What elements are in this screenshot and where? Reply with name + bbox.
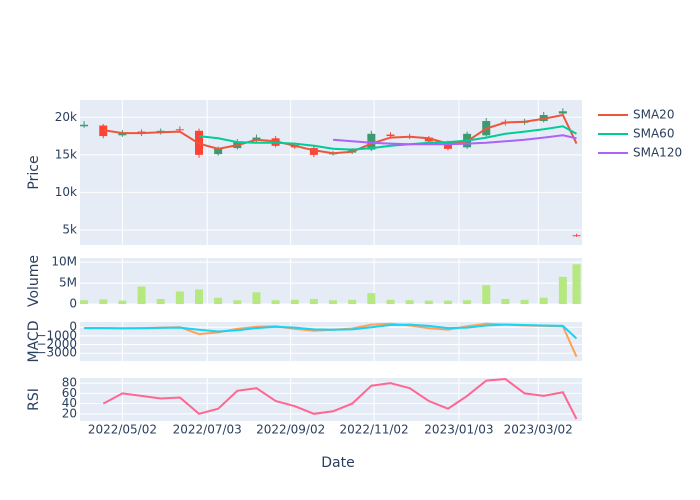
x-axis-title: Date (321, 455, 354, 471)
volume-bar (195, 289, 204, 304)
x-tick-label: 2022/07/03 (173, 423, 242, 437)
volume-bar (367, 293, 376, 304)
candle-body (424, 137, 433, 142)
volume-bar (156, 298, 165, 304)
series-line (84, 323, 578, 340)
volume-bar (405, 300, 414, 304)
volume-bar (501, 298, 510, 304)
volume-bar (271, 300, 280, 304)
candle-body (80, 124, 89, 127)
candle-body (309, 148, 318, 155)
candle-body (175, 129, 184, 131)
legend-label: SMA60 (633, 127, 674, 141)
volume-bar (329, 300, 338, 304)
y-tick-label: −2000 (36, 337, 77, 351)
candle-body (558, 111, 567, 114)
y-tick-label: 10M (51, 255, 77, 269)
candle-body (386, 134, 395, 137)
y-tick-label: 15k (55, 147, 77, 161)
volume-bar (99, 299, 108, 304)
y-tick-label: 40 (62, 396, 77, 410)
volume-bar (290, 299, 299, 304)
volume-bar (558, 276, 567, 304)
volume-bar (520, 299, 529, 304)
y-tick-label: 0 (69, 320, 77, 334)
volume-bar (137, 286, 146, 304)
volume-bar (80, 300, 89, 304)
y-tick-label: 20 (62, 406, 77, 420)
y-tick-label: 20k (55, 110, 77, 124)
y-tick-label: 10k (55, 185, 77, 199)
x-tick-label: 2023/01/03 (424, 423, 493, 437)
y-tick-label: 0 (69, 297, 77, 311)
volume-bar (482, 285, 491, 304)
series-line (103, 113, 578, 155)
volume-bar (424, 300, 433, 304)
y-axis-title: MACD (26, 321, 42, 363)
volume-bar (539, 297, 548, 304)
candle-body (443, 142, 452, 149)
y-axis-title: Volume (26, 255, 42, 307)
y-tick-label: 5k (62, 222, 77, 236)
x-tick-label: 2022/11/02 (340, 423, 409, 437)
candle-body (572, 235, 581, 237)
volume-bar (309, 298, 318, 304)
legend-label: SMA20 (633, 108, 674, 122)
x-tick-label: 2022/05/02 (88, 423, 157, 437)
volume-bar (348, 299, 357, 304)
plot-area (80, 258, 582, 304)
volume-bar (175, 291, 184, 304)
candle-body (214, 148, 223, 155)
volume-bar (214, 297, 223, 304)
plot-area (80, 378, 582, 421)
series-line (102, 377, 578, 420)
legend-label: SMA120 (633, 146, 682, 160)
volume-bar (386, 299, 395, 304)
series-line (198, 125, 577, 151)
y-axis-title: RSI (26, 388, 42, 411)
volume-bar (118, 300, 127, 304)
y-axis-title: Price (26, 155, 42, 189)
x-tick-label: 2023/03/02 (504, 423, 573, 437)
y-tick-label: 60 (62, 386, 77, 400)
y-tick-label: −1000 (36, 328, 77, 342)
volume-bar (233, 300, 242, 304)
volume-bar (572, 264, 581, 304)
y-tick-label: 5M (59, 276, 77, 290)
x-tick-label: 2022/09/02 (256, 423, 325, 437)
candle-body (367, 133, 376, 150)
volume-bar (443, 300, 452, 304)
volume-bar (252, 292, 261, 304)
y-tick-label: −3000 (36, 346, 77, 360)
series-line (333, 134, 577, 146)
volume-bar (463, 300, 472, 304)
y-tick-label: 80 (62, 376, 77, 390)
